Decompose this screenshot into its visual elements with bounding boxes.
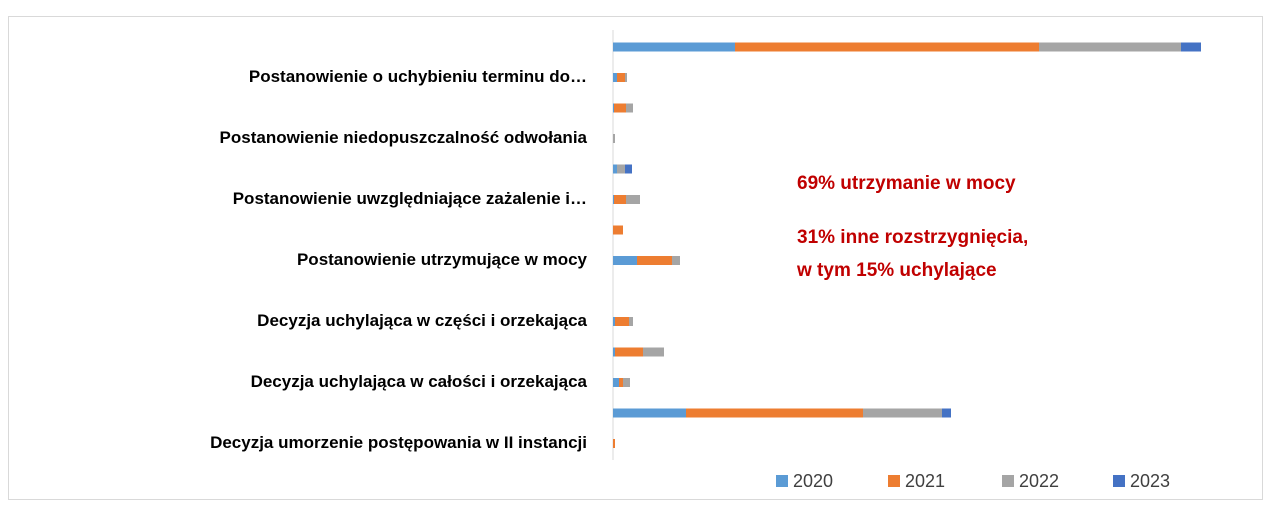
- legend-label: 2022: [1019, 471, 1059, 491]
- bar-segment: [672, 256, 680, 265]
- bar-segment: [615, 347, 643, 357]
- bar-segment: [942, 408, 951, 418]
- bar-segment: [613, 256, 637, 265]
- legend-swatch: [1113, 475, 1125, 487]
- bar-segment: [617, 73, 625, 82]
- bar-segment: [1039, 42, 1181, 52]
- bar-segment: [613, 134, 615, 143]
- legend-label: 2023: [1130, 471, 1170, 491]
- legend-swatch: [888, 475, 900, 487]
- annotation: 31% inne rozstrzygnięcia,: [797, 227, 1028, 248]
- category-label: Decyzja umorzenie postępowania w II inst…: [210, 433, 587, 452]
- bar-segment: [637, 256, 672, 265]
- bar-segment: [617, 164, 625, 174]
- bar-segment: [613, 317, 615, 326]
- bar-segment: [613, 408, 686, 418]
- bar-segment: [863, 408, 942, 418]
- category-label: Decyzja uchylająca w całości i orzekając…: [251, 372, 588, 391]
- bar-segment: [626, 195, 640, 204]
- bar-segment: [643, 347, 664, 357]
- category-label: Postanowienie utrzymujące w mocy: [297, 250, 588, 269]
- bar-segment: [613, 195, 614, 204]
- bar-segment: [613, 73, 617, 82]
- category-label: Decyzja uchylająca w części i orzekająca: [257, 311, 587, 330]
- legend-swatch: [776, 475, 788, 487]
- bar-segment: [615, 317, 629, 326]
- category-label: Postanowienie uwzględniające zażalenie i…: [233, 189, 587, 208]
- legend-label: 2021: [905, 471, 945, 491]
- bar-segment: [1181, 42, 1201, 52]
- bar-segment: [613, 439, 615, 448]
- bar-segment: [614, 103, 626, 113]
- bar-segment: [613, 42, 735, 52]
- bar-segment: [623, 378, 630, 387]
- bar-segment: [613, 164, 617, 174]
- bar-segment: [629, 317, 633, 326]
- annotation: w tym 15% uchylające: [796, 260, 997, 281]
- bar-segment: [625, 73, 627, 82]
- bar-segment: [686, 408, 863, 418]
- legend-label: 2020: [793, 471, 833, 491]
- category-label: Postanowienie niedopuszczalność odwołani…: [220, 128, 588, 147]
- legend-swatch: [1002, 475, 1014, 487]
- bar-segment: [735, 42, 1039, 52]
- bar-segment: [614, 195, 626, 204]
- bar-segment: [613, 378, 619, 387]
- bar-segment: [626, 103, 633, 113]
- annotation: 69% utrzymanie w mocy: [797, 173, 1016, 194]
- bar-segment: [619, 378, 623, 387]
- bar-segment: [613, 103, 614, 113]
- bar-segment: [613, 347, 615, 357]
- bar-segment: [625, 164, 632, 174]
- category-label: Postanowienie o uchybieniu terminu do…: [249, 67, 587, 86]
- bar-segment: [613, 225, 623, 235]
